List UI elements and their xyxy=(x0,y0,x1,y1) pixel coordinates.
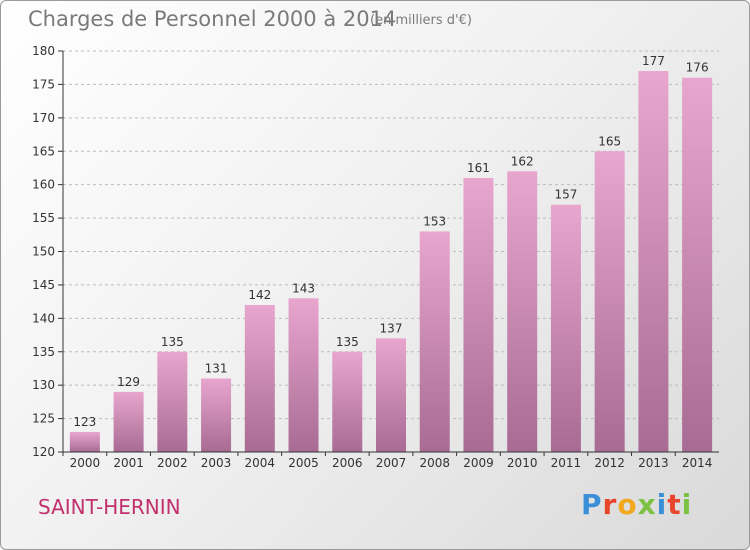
bar-2005 xyxy=(288,298,319,452)
bar-2012 xyxy=(594,151,625,452)
axes xyxy=(58,50,719,456)
x-tick-label: 2002 xyxy=(157,456,188,470)
bar-2001 xyxy=(113,391,144,452)
x-tick-label: 2012 xyxy=(594,456,625,470)
data-label: 123 xyxy=(73,415,96,429)
chart-unit: (en milliers d'€) xyxy=(370,13,472,28)
y-tick-label: 180 xyxy=(32,44,55,58)
x-tick-label: 2006 xyxy=(332,456,363,470)
data-label: 177 xyxy=(642,54,665,68)
y-tick-label: 165 xyxy=(32,144,55,158)
y-tick-label: 120 xyxy=(32,445,55,459)
x-tick-label: 2013 xyxy=(638,456,669,470)
y-tick-label: 175 xyxy=(32,77,55,91)
x-tick-label: 2010 xyxy=(507,456,538,470)
data-label: 129 xyxy=(117,375,140,389)
x-tick-label: 2003 xyxy=(201,456,232,470)
data-label: 135 xyxy=(161,335,184,349)
proxiti-logo: Proxiti xyxy=(581,488,692,521)
y-tick-label: 160 xyxy=(32,178,55,192)
x-tick-label: 2007 xyxy=(376,456,407,470)
bar-2002 xyxy=(157,351,188,452)
data-label: 131 xyxy=(205,361,228,375)
logo-letter: t xyxy=(667,488,682,521)
y-tick-label: 155 xyxy=(32,211,55,225)
logo-letter: i xyxy=(681,488,693,521)
x-tick-label: 2008 xyxy=(419,456,450,470)
data-label: 142 xyxy=(248,288,271,302)
data-label: 135 xyxy=(336,335,359,349)
x-tick-label: 2000 xyxy=(70,456,101,470)
logo-letter: o xyxy=(617,488,638,521)
bar-2007 xyxy=(376,338,406,452)
data-label: 143 xyxy=(292,281,315,295)
bar-2011 xyxy=(550,204,581,452)
logo-letter: i xyxy=(656,488,668,521)
y-tick-label: 140 xyxy=(32,311,55,325)
data-label: 165 xyxy=(598,134,621,148)
bar-2010 xyxy=(507,171,538,453)
logo-letter: x xyxy=(637,488,657,521)
bars xyxy=(69,71,713,453)
data-label: 157 xyxy=(554,188,577,202)
logo-letter: r xyxy=(602,488,618,521)
data-label: 161 xyxy=(467,161,490,175)
y-tick-label: 145 xyxy=(32,278,55,292)
bar-2014 xyxy=(682,77,713,452)
bar-2006 xyxy=(332,351,363,452)
y-tick-label: 150 xyxy=(32,245,55,259)
x-tick-label: 2001 xyxy=(113,456,144,470)
bar-2008 xyxy=(419,231,450,452)
bar-2013 xyxy=(638,71,669,453)
bar-2004 xyxy=(244,304,275,452)
x-tick-label: 2009 xyxy=(463,456,494,470)
chart-title: Charges de Personnel 2000 à 2014 xyxy=(28,7,397,31)
logo-letter: P xyxy=(581,488,603,521)
data-label: 162 xyxy=(511,154,534,168)
bar-2000 xyxy=(69,431,100,452)
y-tick-label: 130 xyxy=(32,378,55,392)
bar-2009 xyxy=(463,177,494,452)
y-tick-label: 170 xyxy=(32,111,55,125)
x-tick-label: 2014 xyxy=(682,456,713,470)
x-tick-label: 2011 xyxy=(551,456,582,470)
commune-name: SAINT-HERNIN xyxy=(38,495,181,519)
y-tick-label: 135 xyxy=(32,345,55,359)
data-label: 153 xyxy=(423,214,446,228)
y-tick-label: 125 xyxy=(32,412,55,426)
data-label: 176 xyxy=(686,61,709,75)
labels: 120 125 130 135 140 145 150 155 160 165 170 175 180 1… xyxy=(32,44,712,470)
bar-2003 xyxy=(201,378,232,452)
x-tick-label: 2005 xyxy=(288,456,319,470)
x-tick-label: 2004 xyxy=(245,456,276,470)
data-label: 137 xyxy=(380,321,403,335)
